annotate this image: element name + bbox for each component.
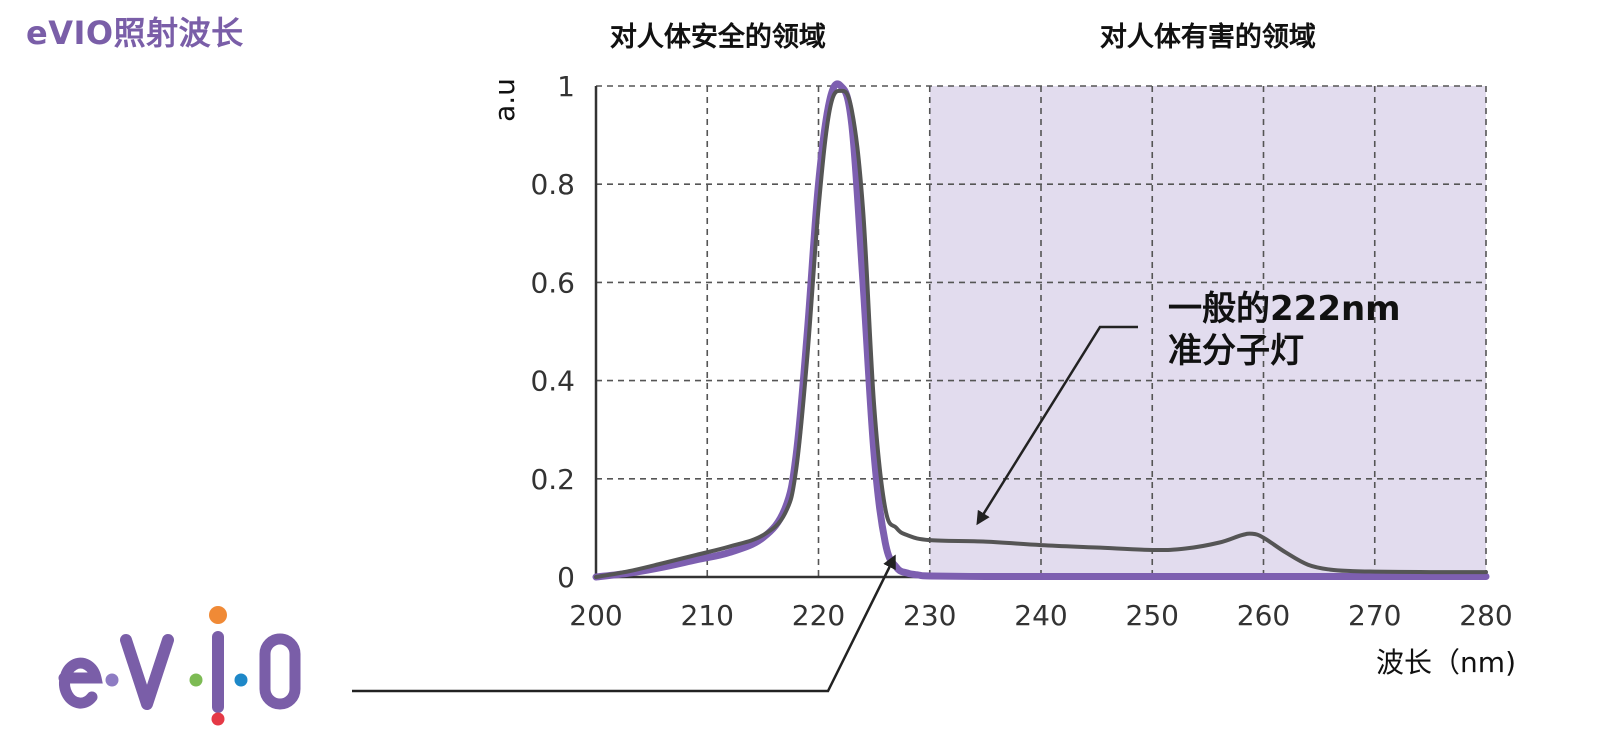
x-axis-title: 波长（nm) xyxy=(1376,646,1516,679)
y-axis-title: a.u xyxy=(488,78,521,122)
x-tick-label: 210 xyxy=(681,599,734,632)
evio-series-line xyxy=(592,80,1490,581)
y-tick-label: 1 xyxy=(557,70,575,103)
x-tick-label: 280 xyxy=(1459,599,1512,632)
common-lamp-arrow xyxy=(976,325,1138,526)
safe-region-label: 对人体安全的领域 xyxy=(610,21,826,53)
y-tick-label: 0.6 xyxy=(530,266,575,299)
logo-dot xyxy=(234,673,248,687)
common-excimer-series-line xyxy=(594,88,1488,579)
x-tick-label: 230 xyxy=(903,599,956,632)
x-tick-label: 260 xyxy=(1237,599,1290,632)
logo-dot xyxy=(211,712,225,726)
y-tick-label: 0.4 xyxy=(530,365,575,398)
evio-arrow xyxy=(352,554,896,693)
logo-letter-v xyxy=(120,634,174,710)
logo-letter-e xyxy=(58,657,103,709)
harmful-region-shade xyxy=(929,86,1486,577)
logo-letter-o xyxy=(259,633,301,710)
evio-logo xyxy=(58,606,301,726)
logo-dot xyxy=(105,673,119,687)
logo-dot xyxy=(189,673,203,687)
x-tick-label: 240 xyxy=(1014,599,1067,632)
x-tick-label: 250 xyxy=(1126,599,1179,632)
harmful-region-label: 对人体有害的领域 xyxy=(1100,21,1316,53)
y-tick-label: 0.2 xyxy=(530,463,575,496)
common-lamp-annotation-line: 准分子灯 xyxy=(1168,331,1304,371)
page-title: eVIO照射波长 xyxy=(26,14,244,52)
common-lamp-annotation-line: 一般的222nm xyxy=(1168,289,1401,329)
x-tick-label: 220 xyxy=(792,599,845,632)
logo-dot xyxy=(209,606,227,624)
x-tick-label: 200 xyxy=(569,599,622,632)
y-tick-label: 0.8 xyxy=(530,168,575,201)
x-tick-label: 270 xyxy=(1348,599,1401,632)
y-tick-label: 0 xyxy=(557,561,575,594)
